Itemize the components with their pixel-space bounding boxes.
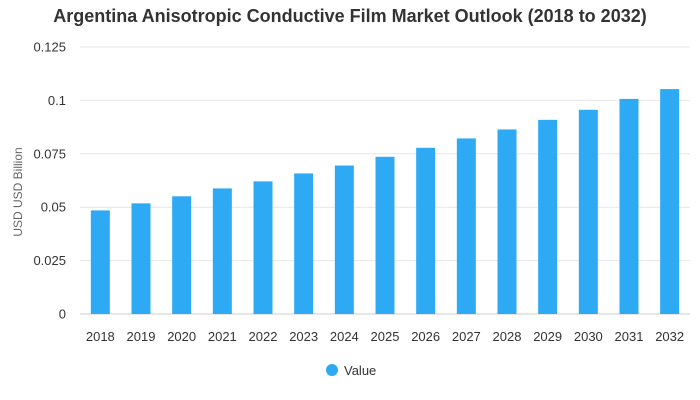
bars	[90, 89, 680, 315]
y-tick-label: 0.025	[33, 253, 66, 268]
bar-2029[interactable]	[538, 119, 558, 314]
bar-2020[interactable]	[172, 196, 192, 314]
y-axis-title: USD USD Billion	[11, 147, 25, 236]
y-axis: 0 0.025 0.05 0.075 0.1 0.125	[33, 40, 66, 322]
x-tick-label: 2021	[208, 329, 237, 344]
bar-2018[interactable]	[90, 210, 110, 314]
x-tick-label: 2020	[167, 329, 196, 344]
x-tick-label: 2032	[655, 329, 684, 344]
bar-2026[interactable]	[416, 147, 436, 314]
x-tick-label: 2019	[127, 329, 156, 344]
bar-2023[interactable]	[294, 173, 314, 314]
y-tick-label: 0.125	[33, 40, 66, 55]
bar-2019[interactable]	[131, 203, 151, 314]
x-tick-label: 2031	[615, 329, 644, 344]
x-tick-label: 2026	[411, 329, 440, 344]
x-tick-label: 2024	[330, 329, 359, 344]
y-tick-label: 0	[59, 307, 66, 322]
x-tick-label: 2029	[533, 329, 562, 344]
x-tick-label: 2025	[371, 329, 400, 344]
y-tick-label: 0.05	[41, 200, 66, 215]
bar-2022[interactable]	[253, 181, 273, 314]
y-tick-label: 0.075	[33, 146, 66, 161]
legend-swatch	[326, 364, 338, 376]
bar-2028[interactable]	[497, 129, 517, 314]
x-tick-label: 2022	[249, 329, 278, 344]
legend-label: Value	[344, 363, 376, 378]
legend[interactable]: Value	[326, 363, 376, 378]
bar-2024[interactable]	[334, 165, 354, 314]
bar-2032[interactable]	[660, 89, 680, 315]
bar-2027[interactable]	[456, 138, 476, 314]
x-tick-label: 2027	[452, 329, 481, 344]
bar-2025[interactable]	[375, 156, 395, 314]
bar-2030[interactable]	[578, 109, 598, 314]
chart-title: Argentina Anisotropic Conductive Film Ma…	[53, 6, 647, 26]
bar-2031[interactable]	[619, 98, 639, 314]
x-tick-label: 2030	[574, 329, 603, 344]
x-tick-label: 2028	[493, 329, 522, 344]
x-tick-label: 2023	[289, 329, 318, 344]
x-axis: 2018 2019 2020 2021 2022 2023 2024 2025 2026 2027…	[86, 329, 684, 344]
bar-2021[interactable]	[212, 188, 232, 314]
y-tick-label: 0.1	[48, 93, 66, 108]
x-tick-label: 2018	[86, 329, 115, 344]
